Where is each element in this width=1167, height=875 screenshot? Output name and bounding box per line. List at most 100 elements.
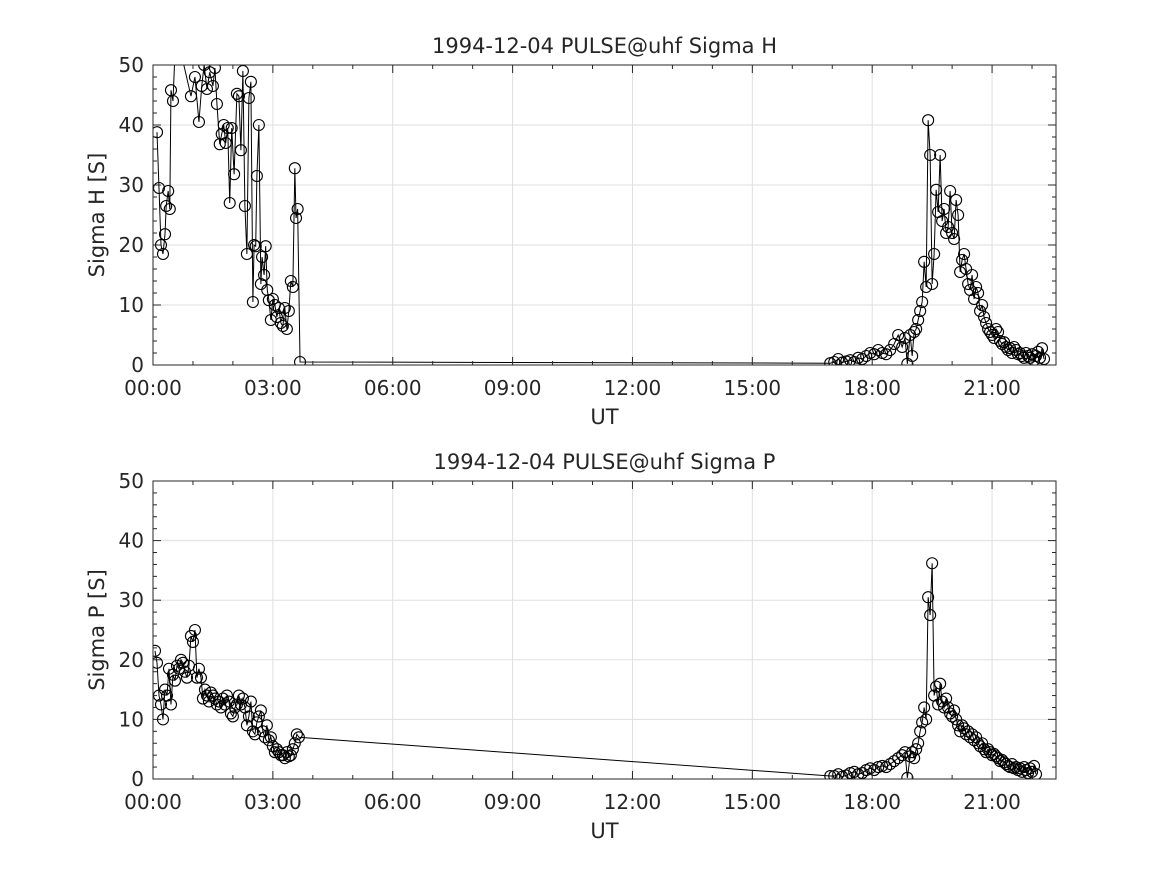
sigma-p-y-axis-label: Sigma P [S] — [85, 569, 109, 691]
sigma-h-data-point — [246, 295, 259, 309]
sigma-h-panel: 00:00 03:00 06:00 09:00 12:00 15:00 18:00 21:00… — [85, 30, 1057, 429]
sigma-h-data-point — [942, 220, 955, 234]
sigma-h-data-point — [276, 319, 289, 333]
sigma-h-data-point — [844, 354, 857, 365]
sigma-p-data-point — [204, 686, 217, 699]
sigma-p-panel: 00:00 03:00 06:00 09:00 12:00 15:00 18:00 21:00… — [85, 0, 1057, 843]
sigma-h-data-point — [872, 343, 885, 357]
sigma-p-data-point — [952, 719, 965, 732]
sigma-p-data-point — [260, 719, 273, 732]
sigma-h-data-point — [169, 48, 180, 59]
sigma-p-x-axis-label: UT — [590, 819, 618, 843]
sigma-h-data-point — [910, 322, 923, 336]
sigma-h-data-point — [984, 325, 997, 339]
sigma-h-data-point — [225, 121, 238, 135]
sigma-p-data-point — [290, 728, 303, 741]
sigma-p-data-point — [220, 689, 233, 702]
sigma-p-data-point — [178, 665, 192, 678]
sigma-h-data-point — [228, 168, 241, 181]
sigma-h-data-point — [972, 286, 985, 300]
sigma-p-data-point — [1039, 0, 1050, 6]
sigma-p-data-point — [292, 731, 305, 744]
sigma-h-data-point — [1015, 349, 1029, 363]
sigma-p-data-point — [1029, 768, 1043, 779]
sigma-p-data-point — [288, 737, 301, 750]
sigma-h-series-line — [156, 65, 1045, 364]
sigma-h-data-point — [252, 118, 265, 132]
sigma-h-data-point — [912, 313, 925, 327]
sigma-p-data-point — [1035, 0, 1046, 6]
sigma-h-data-point — [1001, 343, 1015, 357]
sigma-p-data-point — [868, 764, 881, 777]
sigma-p-markers — [153, 0, 1050, 779]
sigma-p-data-point — [958, 722, 971, 735]
sigma-h-data-point — [978, 310, 991, 324]
sigma-h-data-point — [278, 301, 291, 315]
sigma-h-data-point — [171, 30, 182, 41]
sigma-p-data-point — [184, 629, 198, 643]
sigma-p-x-tick-label: 00:00 — [124, 790, 182, 814]
sigma-h-data-point — [954, 265, 967, 279]
sigma-p-data-point — [214, 701, 227, 714]
sigma-p-data-point — [916, 716, 929, 729]
sigma-h-data-point — [966, 268, 979, 282]
sigma-p-data-point — [254, 704, 267, 717]
sigma-h-data-point — [184, 90, 198, 103]
sigma-p-series-line — [154, 563, 1037, 778]
sigma-p-data-point — [232, 689, 245, 702]
sigma-p-data-point — [980, 746, 993, 759]
sigma-p-data-point — [954, 725, 967, 738]
sigma-p-data-point — [926, 557, 939, 570]
sigma-h-data-point — [200, 82, 213, 96]
sigma-p-y-tick-label: 30 — [119, 588, 144, 612]
sigma-h-data-point — [924, 148, 937, 162]
sigma-h-data-point — [908, 325, 921, 339]
sigma-h-data-point — [192, 115, 205, 129]
sigma-p-chart-title: 1994-12-04 PULSE@uhf Sigma P — [434, 450, 776, 474]
sigma-h-data-point — [288, 162, 301, 175]
sigma-p-data-point — [912, 737, 925, 750]
sigma-h-data-point — [208, 65, 221, 75]
sigma-h-x-tick-label: 18:00 — [843, 376, 901, 400]
sigma-h-data-point — [289, 211, 303, 225]
sigma-h-data-point — [974, 304, 987, 318]
sigma-p-data-point — [966, 728, 979, 741]
sigma-p-data-point — [228, 701, 241, 714]
sigma-h-data-point — [828, 355, 841, 365]
sigma-h-data-point — [938, 202, 951, 216]
sigma-h-data-point — [254, 277, 267, 291]
sigma-h-data-point — [848, 355, 861, 365]
sigma-p-data-point — [934, 677, 947, 690]
sigma-p-data-point — [224, 707, 237, 720]
sigma-p-data-point — [168, 674, 182, 687]
sigma-h-data-point — [223, 196, 236, 210]
sigma-h-y-tick-label: 0 — [131, 353, 144, 377]
sigma-h-data-point — [928, 247, 941, 261]
sigma-p-x-tick-label: 03:00 — [244, 790, 302, 814]
sigma-h-x-tick-label: 00:00 — [124, 376, 182, 400]
sigma-h-y-axis-label: Sigma H [S] — [85, 153, 109, 278]
sigma-p-data-point — [186, 635, 200, 648]
sigma-h-data-point — [162, 184, 175, 198]
sigma-p-data-point — [188, 623, 201, 637]
sigma-p-data-point — [208, 692, 221, 705]
sigma-h-data-point — [249, 240, 262, 253]
sigma-h-data-point — [270, 310, 283, 324]
sigma-p-data-point — [940, 692, 953, 705]
sigma-h-data-point — [284, 274, 297, 288]
sigma-p-x-tick-label: 06:00 — [364, 790, 422, 814]
sigma-h-data-point — [970, 280, 983, 294]
sigma-h-data-point — [892, 328, 905, 342]
sigma-p-data-point — [286, 743, 299, 756]
sigma-p-data-point — [242, 710, 255, 723]
sigma-h-data-point — [256, 250, 269, 264]
sigma-h-data-point — [156, 247, 170, 261]
sigma-p-y-tick-label: 0 — [131, 767, 144, 791]
sigma-h-data-point — [282, 304, 295, 318]
sigma-p-data-point — [906, 746, 919, 759]
sigma-h-data-point — [221, 121, 234, 135]
sigma-h-data-point — [206, 79, 219, 93]
sigma-p-data-point — [918, 701, 931, 714]
sigma-h-data-point — [188, 70, 201, 84]
sigma-p-y-tick-label: 50 — [119, 469, 144, 493]
